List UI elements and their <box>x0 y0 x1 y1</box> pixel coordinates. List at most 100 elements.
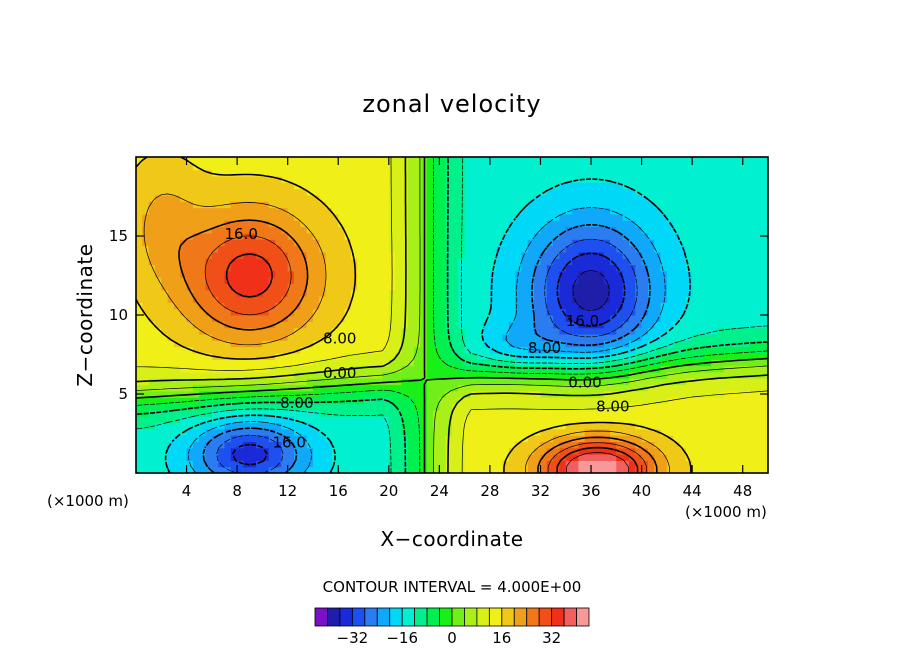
contour-cell <box>401 365 409 373</box>
contour-cell <box>357 390 365 398</box>
contour-cell <box>243 201 251 209</box>
contour-cell <box>426 428 434 436</box>
contour-cell <box>357 371 365 379</box>
contour-cell <box>730 409 737 417</box>
contour-cell <box>597 397 605 405</box>
contour-cell <box>395 340 403 348</box>
contour-cell <box>641 428 649 436</box>
contour-cell <box>755 390 763 398</box>
contour-cell <box>496 232 504 240</box>
contour-cell <box>401 359 409 367</box>
contour-cell <box>508 327 516 335</box>
contour-cell <box>294 213 301 221</box>
contour-cell <box>224 270 232 278</box>
contour-cell <box>180 270 188 278</box>
contour-cell <box>597 258 605 266</box>
contour-cell <box>256 283 263 291</box>
contour-cell <box>154 270 162 278</box>
contour-cell <box>338 207 346 215</box>
contour-cell <box>306 239 314 247</box>
contour-cell <box>180 226 188 234</box>
contour-cell <box>597 194 605 202</box>
contour-cell <box>294 194 301 202</box>
contour-cell <box>350 315 358 322</box>
contour-cell <box>439 428 447 436</box>
contour-cell <box>755 308 763 316</box>
contour-cell <box>167 277 175 284</box>
contour-cell <box>287 397 295 405</box>
contour-cell <box>717 226 725 234</box>
contour-cell <box>483 245 491 253</box>
contour-cell <box>603 245 611 253</box>
contour-cell <box>508 175 516 183</box>
contour-cell <box>502 315 510 322</box>
contour-cell <box>578 409 586 417</box>
contour-cell <box>287 157 295 164</box>
contour-cell <box>331 384 339 392</box>
contour-cell <box>496 264 504 272</box>
contour-cell <box>654 371 662 379</box>
contour-cell <box>325 277 333 284</box>
contour-cell <box>344 182 352 190</box>
contour-cell <box>237 201 245 209</box>
contour-cell <box>224 340 232 348</box>
contour-cell <box>256 384 263 392</box>
contour-cell <box>717 194 725 202</box>
contour-cell <box>692 346 700 354</box>
contour-cell <box>363 340 371 348</box>
contour-cell <box>742 289 750 297</box>
contour-cell <box>186 321 194 329</box>
contour-cell <box>268 397 276 405</box>
contour-cell <box>647 169 655 177</box>
contour-cell <box>477 346 485 354</box>
contour-cell <box>192 333 200 341</box>
contour-cell <box>477 447 485 455</box>
contour-cell <box>464 327 472 335</box>
contour-cell <box>148 340 156 348</box>
contour-cell <box>723 422 731 430</box>
contour-cell <box>256 289 263 297</box>
contour-cell <box>401 403 409 411</box>
contour-cell <box>180 466 188 473</box>
contour-cell <box>445 220 453 228</box>
contour-cell <box>275 175 282 183</box>
contour-cell <box>281 182 289 190</box>
contour-cell <box>382 163 390 171</box>
contour-cell <box>723 321 731 329</box>
contour-cell <box>553 201 561 209</box>
contour-cell <box>369 270 377 278</box>
contour-cell <box>749 378 756 386</box>
contour-cell <box>477 258 485 266</box>
contour-cell <box>414 340 421 348</box>
contour-cell <box>281 220 289 228</box>
contour-cell <box>527 460 535 468</box>
contour-cell <box>287 340 295 348</box>
contour-cell <box>439 220 447 228</box>
contour-cell <box>477 308 485 316</box>
contour-cell <box>167 245 175 253</box>
contour-cell <box>445 346 453 354</box>
contour-cell <box>388 296 396 303</box>
contour-cell <box>300 163 308 171</box>
contour-cell <box>230 283 238 291</box>
contour-cell <box>742 447 750 455</box>
contour-cell <box>376 163 384 171</box>
contour-cell <box>136 213 143 221</box>
contour-cell <box>180 397 188 405</box>
contour-cell <box>287 346 295 354</box>
contour-cell <box>426 188 434 196</box>
contour-cell <box>237 296 245 303</box>
contour-cell <box>603 283 611 291</box>
contour-cell <box>173 270 181 278</box>
contour-cell <box>584 169 592 177</box>
contour-cell <box>173 422 181 430</box>
contour-cell <box>578 239 586 247</box>
contour-cell <box>388 327 396 335</box>
contour-cell <box>154 466 162 473</box>
contour-cell <box>711 340 719 348</box>
contour-cell <box>685 239 693 247</box>
contour-cell <box>262 441 270 449</box>
contour-cell <box>704 346 712 354</box>
contour-cell <box>641 213 649 221</box>
contour-cell <box>546 270 554 278</box>
